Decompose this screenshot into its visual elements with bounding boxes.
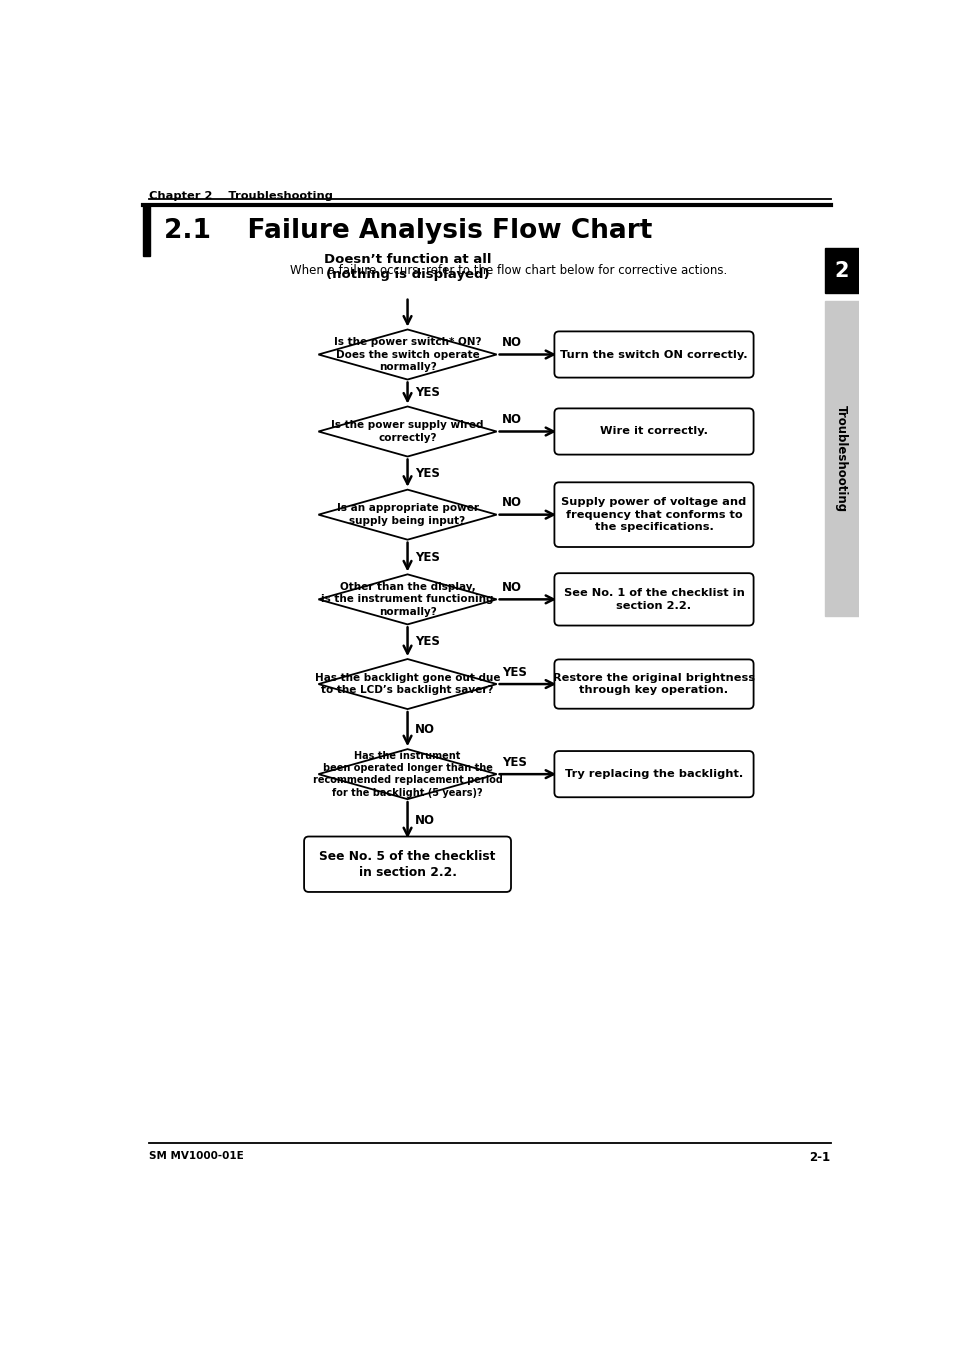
Polygon shape [318, 574, 497, 625]
Polygon shape [318, 329, 497, 379]
Polygon shape [318, 659, 497, 709]
Text: YES: YES [415, 467, 439, 479]
FancyBboxPatch shape [554, 659, 753, 709]
Text: Is the power switch* ON?
Does the switch operate
normally?: Is the power switch* ON? Does the switch… [334, 338, 481, 371]
FancyBboxPatch shape [554, 331, 753, 378]
Text: NO: NO [501, 497, 521, 509]
Text: YES: YES [415, 551, 439, 563]
Text: NO: NO [501, 336, 521, 350]
Polygon shape [318, 749, 497, 799]
Text: Is an appropriate power
supply being input?: Is an appropriate power supply being inp… [336, 504, 478, 526]
Text: Has the instrument
been operated longer than the
recommended replacement period
: Has the instrument been operated longer … [313, 751, 502, 798]
Text: See No. 1 of the checklist in
section 2.2.: See No. 1 of the checklist in section 2.… [563, 589, 743, 610]
Text: Chapter 2    Troubleshooting: Chapter 2 Troubleshooting [149, 192, 333, 201]
Text: Try replacing the backlight.: Try replacing the backlight. [564, 769, 742, 779]
Text: YES: YES [415, 636, 439, 648]
Text: YES: YES [501, 756, 526, 768]
Text: NO: NO [501, 413, 521, 427]
Bar [823, 248, 858, 293]
Text: Restore the original brightness
through key operation.: Restore the original brightness through … [553, 672, 754, 695]
Bar [823, 301, 858, 617]
Text: See No. 5 of the checklist
in section 2.2.: See No. 5 of the checklist in section 2.… [319, 849, 496, 879]
FancyBboxPatch shape [554, 409, 753, 455]
FancyBboxPatch shape [554, 751, 753, 798]
Text: YES: YES [501, 666, 526, 679]
Text: NO: NO [415, 814, 435, 826]
Text: 2-1: 2-1 [809, 1150, 830, 1164]
Text: NO: NO [415, 722, 435, 736]
FancyBboxPatch shape [554, 482, 753, 547]
Bar [142, 205, 150, 256]
Text: Turn the switch ON correctly.: Turn the switch ON correctly. [559, 350, 747, 359]
Text: Has the backlight gone out due
to the LCD’s backlight saver?: Has the backlight gone out due to the LC… [314, 672, 499, 695]
Text: Doesn’t function at all
(nothing is displayed): Doesn’t function at all (nothing is disp… [323, 252, 491, 281]
Text: SM MV1000-01E: SM MV1000-01E [149, 1150, 243, 1161]
Polygon shape [318, 406, 497, 456]
Text: YES: YES [415, 386, 439, 400]
Text: 2: 2 [834, 261, 848, 281]
Text: Supply power of voltage and
frequency that conforms to
the specifications.: Supply power of voltage and frequency th… [560, 497, 746, 532]
Polygon shape [318, 490, 497, 540]
FancyBboxPatch shape [304, 837, 511, 892]
Text: Wire it correctly.: Wire it correctly. [599, 427, 707, 436]
Text: 2.1    Failure Analysis Flow Chart: 2.1 Failure Analysis Flow Chart [164, 217, 652, 243]
FancyBboxPatch shape [554, 574, 753, 625]
Text: Is the power supply wired
correctly?: Is the power supply wired correctly? [331, 420, 483, 443]
Text: Troubleshooting: Troubleshooting [834, 405, 847, 512]
Text: NO: NO [501, 580, 521, 594]
Text: Other than the display,
is the instrument functioning
normally?: Other than the display, is the instrumen… [321, 582, 494, 617]
Text: When a failure occurs, refer to the flow chart below for corrective actions.: When a failure occurs, refer to the flow… [290, 263, 726, 277]
